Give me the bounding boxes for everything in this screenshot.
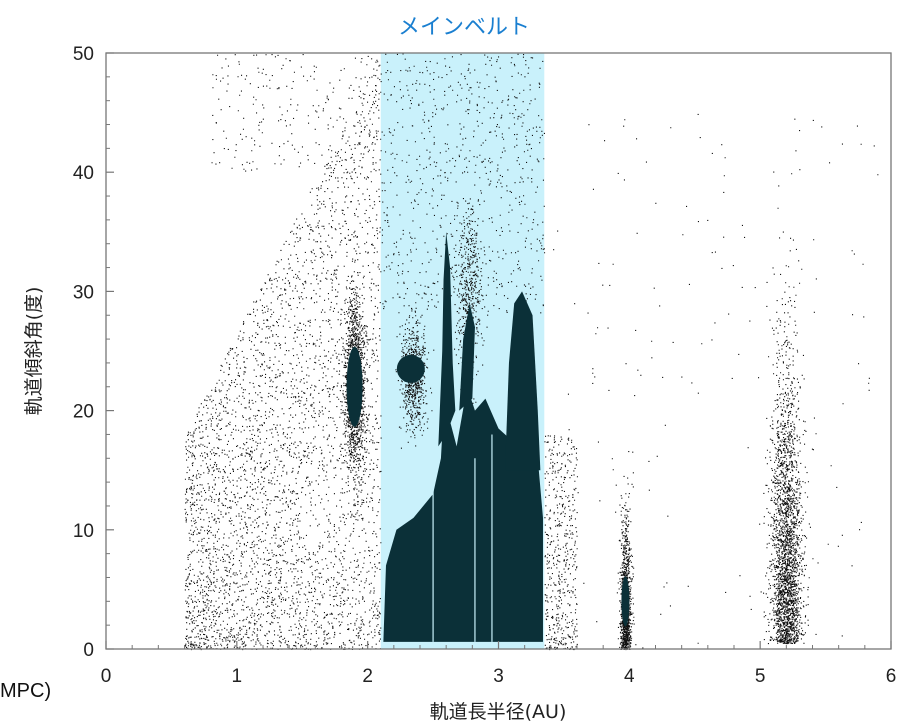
x-tick-label: 1: [232, 666, 243, 687]
main-belt-spike-b: [459, 303, 475, 411]
x-tick-label: 0: [101, 666, 112, 687]
x-tick-label: 3: [493, 666, 504, 687]
main-belt-spike-c: [505, 291, 541, 471]
x-tick-label: 5: [755, 666, 766, 687]
x-tick-label: 2: [362, 666, 373, 687]
axis-ticks: 0 1 2 3 4 5 6 0 10 20 30 40 50: [73, 44, 896, 687]
x-axis-title: 軌道長半径(AU): [430, 701, 567, 723]
y-axis-title: 軌道傾斜角(度): [23, 287, 45, 416]
y-tick-label: 0: [83, 640, 94, 661]
x-tick-label: 4: [624, 666, 635, 687]
phocaea-cluster: [396, 354, 425, 383]
y-tick-label: 20: [73, 402, 94, 423]
hilda-cluster: [621, 576, 630, 627]
y-tick-label: 40: [73, 163, 94, 184]
main-belt-dense-layer: [346, 231, 630, 642]
source-note: MPC): [0, 680, 51, 702]
y-tick-label: 30: [73, 282, 94, 303]
band-label: メインベルト: [398, 15, 530, 40]
main-belt-spike-a: [438, 231, 456, 447]
x-tick-label: 6: [886, 666, 897, 687]
main-belt-dense-region: [383, 386, 543, 642]
y-tick-label: 50: [73, 44, 94, 65]
y-tick-label: 10: [73, 521, 94, 542]
hungaria-cluster: [346, 346, 363, 427]
